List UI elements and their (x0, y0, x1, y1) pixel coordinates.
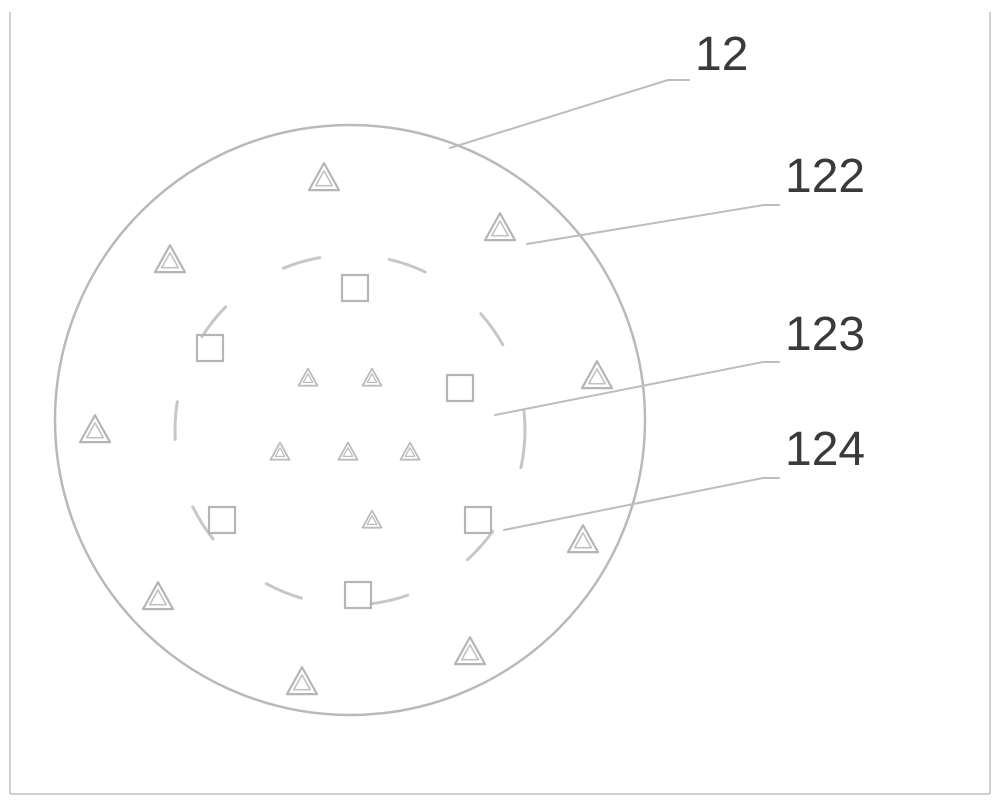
canvas-bg (0, 0, 1000, 804)
ref-label-123: 123 (785, 308, 865, 361)
ref-label-124: 124 (785, 423, 865, 476)
ref-label-122: 122 (785, 150, 865, 203)
ref-label-12: 12 (695, 28, 748, 81)
